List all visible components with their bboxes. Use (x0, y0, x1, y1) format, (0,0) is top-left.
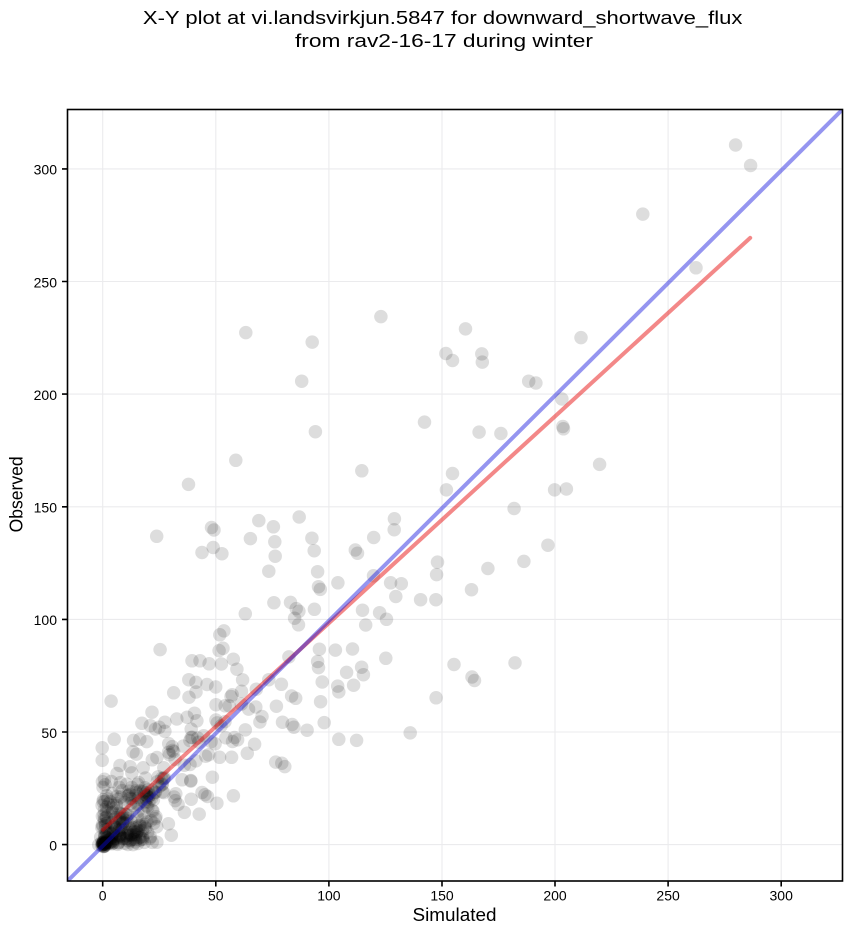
svg-text:0: 0 (99, 888, 107, 904)
svg-text:0: 0 (49, 837, 57, 853)
svg-text:Simulated: Simulated (413, 905, 497, 925)
svg-text:100: 100 (317, 888, 341, 904)
svg-text:50: 50 (208, 888, 224, 904)
svg-text:from rav2-16-17 during winter: from rav2-16-17 during winter (295, 30, 593, 51)
svg-text:150: 150 (34, 500, 58, 516)
svg-text:200: 200 (34, 387, 58, 403)
svg-text:200: 200 (543, 888, 567, 904)
svg-text:300: 300 (770, 888, 794, 904)
svg-text:150: 150 (430, 888, 454, 904)
svg-text:250: 250 (656, 888, 680, 904)
svg-text:250: 250 (34, 274, 58, 290)
svg-text:Observed: Observed (7, 456, 27, 532)
svg-text:X-Y plot at vi.landsvirkjun.58: X-Y plot at vi.landsvirkjun.5847 for dow… (143, 7, 743, 29)
svg-text:300: 300 (34, 162, 58, 178)
svg-text:50: 50 (41, 725, 57, 741)
svg-text:100: 100 (34, 612, 58, 628)
